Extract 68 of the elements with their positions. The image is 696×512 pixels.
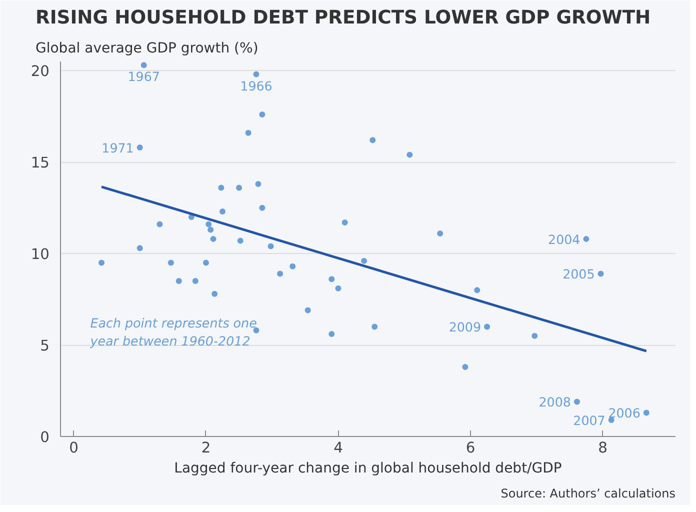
point xyxy=(210,236,216,242)
annotation: 2008 xyxy=(538,394,571,410)
annotation: 2006 xyxy=(608,406,640,421)
y-tick-label: 0 xyxy=(40,429,50,446)
x-tick-label: 0 xyxy=(69,440,78,456)
point xyxy=(304,307,311,314)
point xyxy=(218,184,224,191)
point xyxy=(574,398,580,405)
x-axis-title: Lagged four-year change in global household debt/GDP xyxy=(174,460,562,476)
point xyxy=(268,243,274,250)
point xyxy=(168,260,174,266)
annotation: 2005 xyxy=(562,266,595,282)
point xyxy=(212,290,218,297)
point xyxy=(474,287,480,294)
point xyxy=(206,221,212,228)
point xyxy=(342,219,348,226)
point xyxy=(98,260,104,266)
y-tick-label: 5 xyxy=(40,338,50,355)
annotation: 2004 xyxy=(548,232,580,247)
point xyxy=(253,327,260,334)
annotation: 2009 xyxy=(448,320,482,335)
point xyxy=(259,204,266,211)
point xyxy=(202,260,209,266)
x-tick-label: 4 xyxy=(334,440,343,456)
annotation: 1971 xyxy=(102,140,134,156)
point xyxy=(328,331,335,338)
point xyxy=(370,137,376,144)
y-tick-label: 15 xyxy=(30,154,50,172)
x-tick-label: 8 xyxy=(598,440,608,456)
point xyxy=(236,184,242,191)
point xyxy=(237,238,244,244)
y-tick-label: 10 xyxy=(30,246,50,264)
point xyxy=(277,270,284,277)
y-tick-label: 20 xyxy=(30,63,50,80)
point xyxy=(156,221,163,228)
point xyxy=(140,62,147,68)
point xyxy=(583,236,590,242)
source-note: Source: Authors’ calculations xyxy=(500,486,676,500)
point xyxy=(462,364,468,370)
annotation: 1967 xyxy=(128,69,160,84)
point xyxy=(208,226,214,233)
point xyxy=(598,270,604,277)
point xyxy=(372,324,378,330)
point xyxy=(290,263,296,270)
point xyxy=(532,332,538,339)
point xyxy=(255,181,262,188)
chart-title: RISING HOUSEHOLD DEBT PREDICTS LOWER GDP GROWTH xyxy=(36,8,651,28)
point xyxy=(259,112,266,118)
annotation: 1966 xyxy=(240,78,272,94)
y-axis-title: Global average GDP growth (%) xyxy=(36,40,258,56)
point xyxy=(176,278,182,284)
point xyxy=(136,144,143,150)
point xyxy=(484,324,490,330)
point xyxy=(406,152,413,158)
point xyxy=(437,230,444,236)
annotation: 2007 xyxy=(573,413,606,428)
x-tick-label: 6 xyxy=(466,440,476,456)
point xyxy=(220,208,226,214)
point xyxy=(245,130,252,136)
point xyxy=(361,258,368,264)
x-tick-label: 2 xyxy=(201,440,211,456)
annotation: Each point represents one year between 1960-2012 xyxy=(89,316,258,349)
point xyxy=(643,410,650,416)
point xyxy=(192,278,198,284)
point xyxy=(253,71,260,78)
point xyxy=(335,285,342,292)
point xyxy=(328,276,335,282)
point xyxy=(136,245,143,252)
